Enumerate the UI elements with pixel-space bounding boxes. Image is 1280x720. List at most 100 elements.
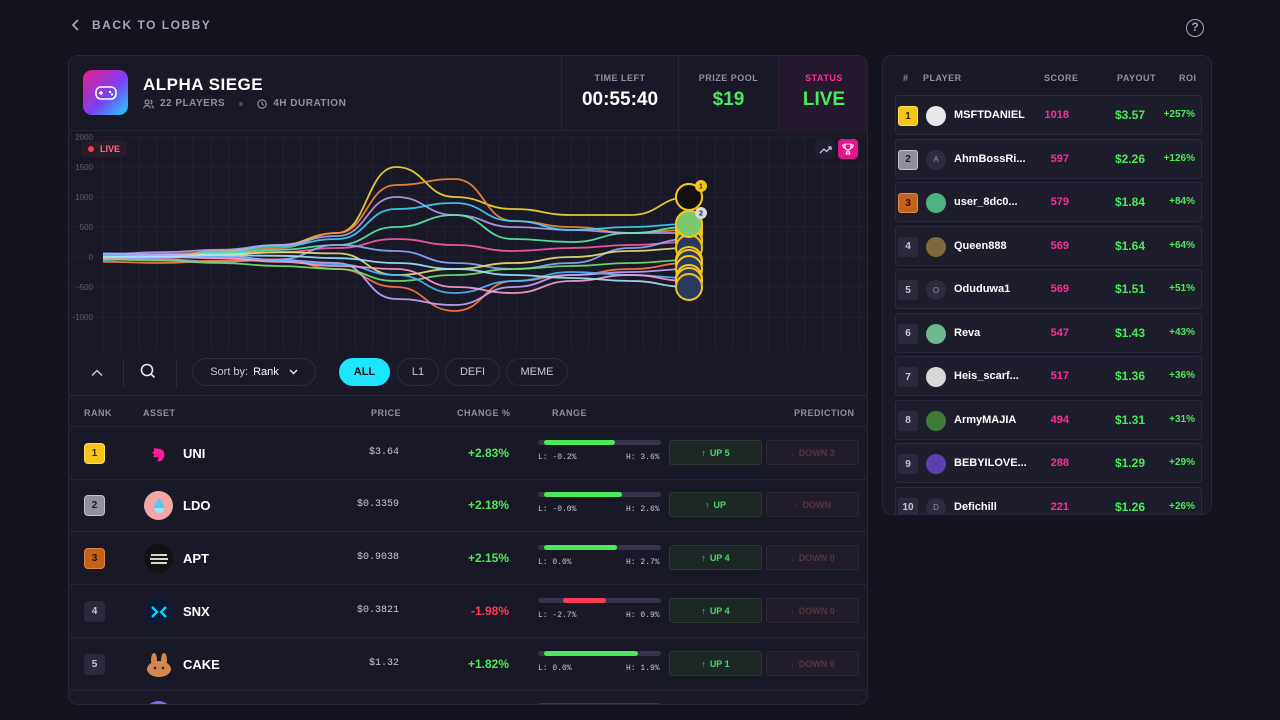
back-label: BACK TO LOBBY [92, 18, 212, 32]
lb-rank-badge: 2 [898, 149, 918, 170]
arrow-up-icon: ↑ [701, 605, 706, 616]
up-label: UP [713, 499, 726, 510]
gamepad-icon [83, 70, 128, 115]
range-high: H: 0.9% [626, 611, 660, 620]
leaderboard-row[interactable]: 2 A AhmBossRi... 597 $2.26 +126% [895, 138, 1202, 179]
avatar: A [926, 149, 946, 170]
leaderboard-row[interactable]: 5 O Oduduwa1 569 $1.51 +51% [895, 269, 1202, 309]
predict-up-button[interactable]: ↑ UP 5 [669, 440, 762, 465]
game-title: ALPHA SIEGE [143, 75, 264, 94]
rank-badge: 2 [84, 495, 105, 516]
asset-name: UNI [183, 446, 206, 461]
header-change: CHANGE % [457, 408, 511, 418]
tab-defi[interactable]: DEFI [445, 358, 500, 386]
leader-rank-label: 2 [699, 211, 703, 218]
player-roi: +29% [1169, 457, 1195, 468]
sort-dropdown[interactable]: Sort by: Rank [192, 358, 316, 386]
player-score: 494 [1050, 413, 1069, 426]
lb-header-payout: PAYOUT [1117, 73, 1157, 83]
leaderboard-row[interactable]: 1 MSFTDANIEL 1018 $3.57 +257% [895, 95, 1202, 135]
tab-all[interactable]: ALL [339, 358, 390, 386]
table-row[interactable]: 5 CAKE $1.32 +1.82% L: 0.0% H: 1.9% ↑ UP … [69, 639, 867, 691]
search-button[interactable] [140, 363, 160, 383]
player-name: Oduduwa1 [954, 283, 1011, 295]
leaderboard-row[interactable]: 6 Reva 547 $1.43 +43% [895, 312, 1202, 353]
game-header: ALPHA SIEGE 22 PLAYERS 4H DURATION TIME … [69, 56, 867, 131]
range-bar [538, 545, 661, 550]
help-icon[interactable]: ? [1186, 19, 1204, 37]
tab-meme[interactable]: MEME [506, 358, 568, 386]
prize-pool-stat: PRIZE POOL $19 [678, 56, 778, 131]
range-bar [538, 440, 661, 445]
avatar [926, 236, 946, 257]
down-label: DOWN 0 [798, 552, 835, 563]
trophy-icon [842, 143, 854, 155]
player-score: 288 [1050, 457, 1069, 469]
down-label: DOWN 0 [798, 658, 835, 669]
arrow-up-icon: ↑ [701, 447, 706, 458]
sort-value: Rank [253, 366, 279, 378]
range-low: L: 0.0% [538, 664, 572, 673]
status-label: STATUS [805, 73, 843, 83]
filter-bar: Sort by: Rank ALL L1 DEFI MEME [69, 351, 867, 396]
leaderboard-row[interactable]: 3 user_8dc0... 579 $1.84 +84% [895, 182, 1202, 222]
leader-marker[interactable] [675, 210, 703, 238]
up-label: UP 4 [709, 605, 730, 616]
range-fill [544, 492, 623, 497]
predict-up-button[interactable]: ↑ UP 1 [669, 651, 762, 676]
sort-label: Sort by: [210, 366, 249, 378]
leaderboard-row[interactable]: 9 BEBYILOVE... 288 $1.29 +29% [895, 443, 1202, 483]
range-low: L: -2.7% [538, 611, 577, 620]
leaderboard-row[interactable]: 7 Heis_scarf... 517 $1.36 +36% [895, 356, 1202, 396]
trophy-toggle-button[interactable] [838, 139, 858, 159]
range-low: L: -0.0% [538, 505, 577, 514]
y-tick-label: 1000 [75, 193, 93, 202]
back-to-lobby-button[interactable]: BACK TO LOBBY [72, 18, 211, 32]
uni-icon [144, 439, 173, 468]
predict-up-button[interactable]: ↑ UP 4 [669, 545, 762, 570]
y-tick-label: -1000 [73, 313, 94, 322]
leaderboard-row[interactable]: 10 D Defichill 221 $1.26 +26% [895, 486, 1202, 514]
arrow-up-icon: ↑ [701, 658, 706, 669]
lb-header-rank: # [903, 73, 909, 83]
player-payout: $1.26 [1114, 499, 1145, 514]
leaderboard-row[interactable]: 8 ArmyMAJIA 494 $1.31 +31% [895, 399, 1202, 440]
asset-name: APT [183, 551, 209, 566]
player-marker[interactable] [675, 273, 703, 301]
player-payout: $1.31 [1114, 412, 1145, 427]
asset-price: $1.32 [368, 658, 399, 669]
asset-name: SNX [183, 604, 210, 619]
predict-up-button[interactable]: ↑ UP [669, 492, 762, 517]
table-row[interactable]: 3 APT $0.9038 +2.15% L: 0.0% H: 2.7% ↑ UP… [69, 533, 867, 585]
player-name: Queen888 [954, 239, 1007, 252]
tab-l1[interactable]: L1 [397, 358, 439, 386]
up-label: UP 1 [709, 658, 730, 669]
header-range: RANGE [552, 408, 588, 418]
arrow-down-icon: ↓ [790, 447, 795, 458]
range-bar [538, 651, 661, 656]
leader-rank-badge [695, 207, 707, 219]
table-row[interactable] [69, 692, 867, 704]
player-score: 517 [1050, 370, 1069, 382]
asset-name: LDO [183, 498, 211, 513]
down-label: DOWN [802, 499, 832, 510]
y-tick-label: 2000 [75, 133, 93, 142]
player-payout: $1.29 [1114, 456, 1145, 470]
table-row[interactable]: 2 LDO $0.3359 +2.18% L: -0.0% H: 2.6% ↑ U… [69, 480, 867, 532]
predict-up-button[interactable]: ↑ UP 4 [669, 598, 762, 623]
player-payout: $1.36 [1114, 369, 1145, 383]
collapse-chart-button[interactable] [87, 364, 107, 384]
race-chart: 2000 1500 1000 500 0 -500 -1000 1 2 LIVE [69, 132, 867, 350]
predict-down-button[interactable]: ↓ DOWN [766, 492, 859, 517]
clock-icon [257, 98, 268, 109]
predict-down-button[interactable]: ↓ DOWN 0 [766, 651, 859, 676]
predict-down-button[interactable]: ↓ DOWN 0 [766, 598, 859, 623]
trend-toggle-button[interactable] [815, 139, 835, 159]
player-payout: $3.57 [1114, 108, 1145, 122]
table-row[interactable]: 4 SNX $0.3821 -1.98% L: -2.7% H: 0.9% ↑ U… [69, 586, 867, 638]
predict-down-button[interactable]: ↓ DOWN 0 [766, 545, 859, 570]
asset-price: $0.3821 [356, 605, 399, 616]
predict-down-button[interactable]: ↓ DOWN 3 [766, 440, 859, 465]
table-row[interactable]: 1 UNI $3.64 +2.83% L: -0.2% H: 3.6% ↑ UP … [69, 428, 867, 480]
leaderboard-row[interactable]: 4 Queen888 569 $1.64 +64% [895, 225, 1202, 266]
